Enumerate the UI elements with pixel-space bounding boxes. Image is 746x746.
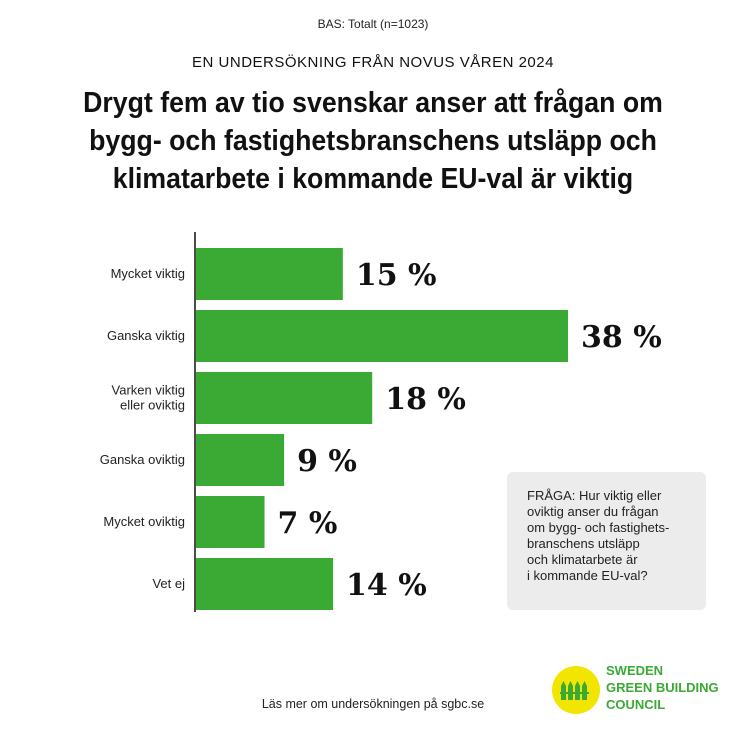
bar [196, 434, 285, 486]
category-label: Mycket oviktig [103, 514, 185, 529]
bar [196, 558, 334, 610]
chart-title-line: Drygt fem av tio svenskar anser att fråg… [83, 87, 663, 119]
question-line: branschens utsläpp [527, 536, 640, 551]
chart-title: Drygt fem av tio svenskar anser att fråg… [67, 84, 680, 198]
question-line: FRÅGA: Hur viktig eller [527, 488, 662, 503]
category-label: Mycket viktig [111, 266, 185, 281]
value-label: 14 % [346, 568, 427, 603]
logo-wordmark: SWEDEN GREEN BUILDING COUNCIL [606, 662, 719, 713]
chart-title-line: bygg- och fastighetsbranschens utsläpp o… [89, 125, 657, 157]
category-label: Ganska viktig [107, 328, 185, 343]
value-label: 38 % [581, 320, 662, 355]
base-note: BAS: Totalt (n=1023) [317, 17, 429, 31]
bar [196, 496, 265, 548]
footer-link-text: Läs mer om undersökningen på sgbc.se [261, 697, 485, 711]
value-label: 9 % [297, 444, 357, 479]
value-label: 15 % [356, 258, 437, 293]
value-label: 18 % [385, 382, 466, 417]
logo-line: COUNCIL [606, 697, 666, 712]
bar [196, 310, 568, 362]
value-label: 7 % [278, 506, 338, 541]
question-line: och klimatarbete är [527, 552, 638, 567]
survey-kicker: EN UNDERSÖKNING FRÅN NOVUS VÅREN 2024 [192, 54, 554, 71]
bar [196, 372, 373, 424]
category-label: Ganska oviktig [100, 452, 185, 467]
logo-line: GREEN BUILDING [606, 680, 719, 695]
category-label: Vet ej [152, 576, 185, 591]
question-panel: FRÅGA: Hur viktig eller oviktig anser du… [507, 472, 706, 610]
logo-line: SWEDEN [606, 663, 664, 678]
sweden-green-building-council-logo-icon [552, 666, 600, 714]
question-line: om bygg- och fastighets- [527, 520, 670, 535]
chart-title-line: klimatarbete i kommande EU-val är viktig [112, 163, 634, 195]
question-line: oviktig anser du frågan [527, 504, 659, 519]
category-label: eller oviktig [120, 398, 185, 413]
bar [196, 248, 343, 300]
question-line: i kommande EU-val? [527, 568, 648, 583]
category-label: Varken viktig [112, 383, 185, 398]
